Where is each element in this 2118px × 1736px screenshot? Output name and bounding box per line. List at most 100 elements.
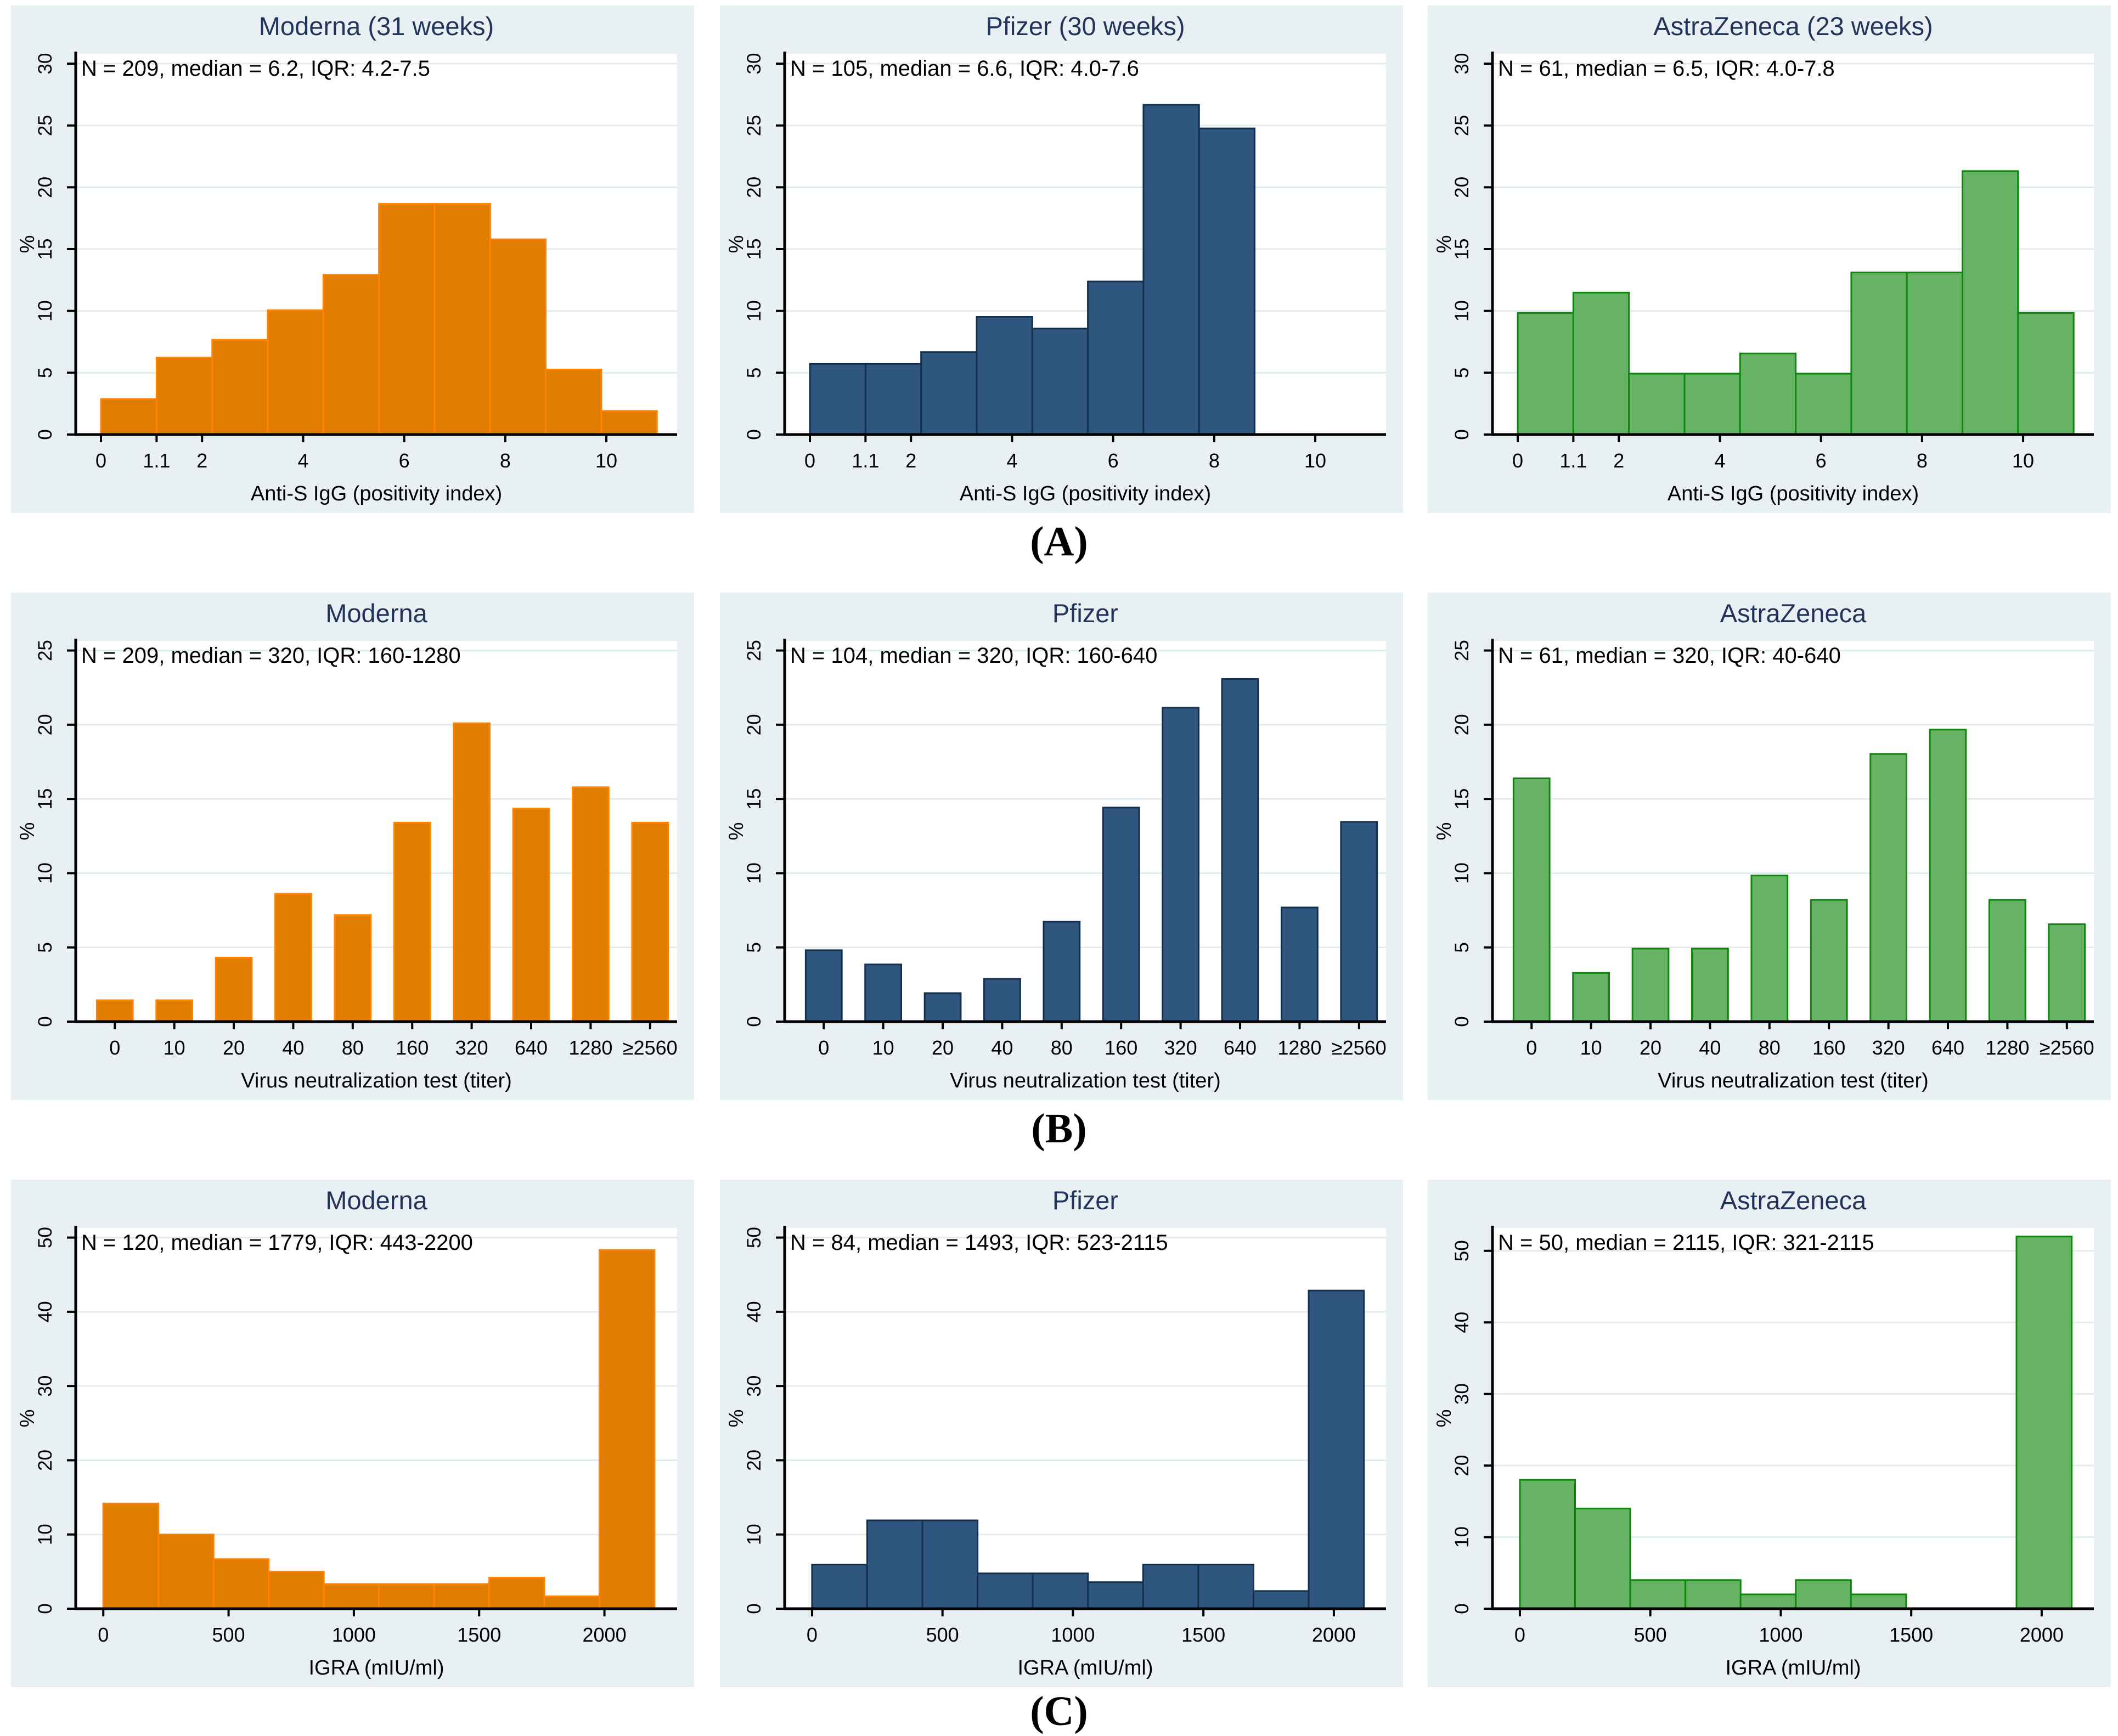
y-tick-label: 25 <box>743 115 765 136</box>
x-tick-label: 1.1 <box>143 449 170 472</box>
bar <box>488 1577 545 1610</box>
x-axis-title: IGRA (mIU/ml) <box>1726 1656 1861 1679</box>
bar <box>864 963 903 1023</box>
x-tick-label: 500 <box>212 1624 245 1646</box>
bar <box>923 992 962 1023</box>
x-tick-label: 1500 <box>457 1624 501 1646</box>
y-tick-label: 10 <box>1451 1526 1473 1548</box>
x-tick-label: 4 <box>1006 449 1017 472</box>
x-tick-label: 640 <box>1224 1036 1257 1059</box>
chart-c-astrazeneca: 0 500 1000 1500 2000 0 10 20 30 40 50 AstraZeneca N … <box>1428 1180 2111 1687</box>
x-tick-label: 1000 <box>1759 1624 1802 1646</box>
x-tick-label: 10 <box>595 449 617 472</box>
y-tick-label: 0 <box>743 1016 765 1027</box>
x-axis-title: Anti-S IgG (positivity index) <box>960 482 1211 505</box>
x-tick-label: 2 <box>196 449 207 472</box>
x-tick-label: 6 <box>1816 449 1827 472</box>
bar <box>1512 777 1551 1023</box>
x-tick-label: 640 <box>1931 1036 1964 1059</box>
stats-text: N = 50, median = 2115, IQR: 321-2115 <box>1498 1231 1874 1255</box>
y-tick-label: 0 <box>1451 1016 1473 1027</box>
panel-title: Pfizer (30 weeks) <box>985 12 1185 41</box>
bar <box>983 978 1021 1023</box>
y-tick-label: 10 <box>743 300 765 322</box>
y-tick-label: 20 <box>1451 1455 1473 1476</box>
bar <box>323 1583 380 1610</box>
x-tick-label: 4 <box>1714 449 1725 472</box>
y-tick-label: 30 <box>743 1376 765 1397</box>
bar <box>433 1583 490 1610</box>
x-tick-label: 10 <box>872 1036 894 1059</box>
bar <box>212 1558 270 1610</box>
y-tick-label: 50 <box>35 1227 56 1248</box>
bar <box>1683 373 1741 436</box>
y-tick-label: 20 <box>35 714 56 735</box>
bar <box>1308 1289 1365 1610</box>
y-tick-label: 40 <box>743 1301 765 1322</box>
x-tick-label: 40 <box>991 1036 1013 1059</box>
bar <box>1750 875 1789 1023</box>
chart-a-pfizer: 0 1.1 2 4 6 8 10 0 5 10 15 20 25 30 Pfizer (30 weeks) N… <box>720 5 1403 513</box>
x-axis-title: Virus neutralization test (titer) <box>950 1069 1221 1092</box>
stats-text: N = 84, median = 1493, IQR: 523-2115 <box>790 1231 1168 1255</box>
bar <box>334 914 372 1023</box>
bar <box>1906 272 1964 436</box>
stats-text: N = 105, median = 6.6, IQR: 4.0-7.6 <box>790 57 1139 81</box>
y-axis-title: % <box>16 1410 38 1428</box>
y-tick-label: 50 <box>1451 1240 1473 1261</box>
bar <box>1031 328 1089 436</box>
bar <box>1691 948 1729 1023</box>
stats-text: N = 209, median = 6.2, IQR: 4.2-7.5 <box>81 57 430 81</box>
x-tick-label: 1.1 <box>852 449 879 472</box>
y-tick-label: 15 <box>35 239 56 260</box>
bar <box>2015 1236 2073 1610</box>
y-tick-label: 30 <box>1451 1383 1473 1405</box>
x-tick-label: 10 <box>2012 449 2034 472</box>
y-tick-label: 25 <box>743 640 765 661</box>
bar <box>809 363 866 436</box>
bar <box>155 999 194 1023</box>
x-tick-label: 160 <box>1812 1036 1845 1059</box>
bar <box>1989 899 2026 1023</box>
row-label-a: (A) <box>1030 518 1088 565</box>
x-tick-label: 2000 <box>1312 1624 1356 1646</box>
x-tick-label: 2000 <box>2020 1624 2064 1646</box>
bar <box>1739 352 1797 436</box>
panel-b-moderna: 0 10 20 40 80 160 320 640 1280 ≥2560 0 5 10 15 20 25 Mod… <box>11 593 694 1100</box>
bar <box>378 203 436 436</box>
y-tick-label: 20 <box>35 1450 56 1471</box>
chart-b-moderna: 0 10 20 40 80 160 320 640 1280 ≥2560 0 5 10 15 20 25 Mod… <box>11 593 694 1100</box>
panel-a-astrazeneca: 0 1.1 2 4 6 8 10 0 5 10 15 20 25 30 AstraZeneca (23 we… <box>1428 5 2111 513</box>
stats-text: N = 209, median = 320, IQR: 160-1280 <box>81 644 461 668</box>
y-tick-label: 50 <box>743 1227 765 1248</box>
y-tick-label: 25 <box>1451 640 1473 661</box>
y-tick-label: 20 <box>1451 177 1473 198</box>
chart-a-astrazeneca: 0 1.1 2 4 6 8 10 0 5 10 15 20 25 30 AstraZeneca (23 we… <box>1428 5 2111 513</box>
panel-title: AstraZeneca (23 weeks) <box>1653 12 1933 41</box>
stats-text: N = 61, median = 320, IQR: 40-640 <box>1498 644 1841 668</box>
x-tick-label: 40 <box>282 1036 304 1059</box>
y-tick-label: 10 <box>35 300 56 322</box>
y-axis-title: % <box>725 1410 747 1428</box>
y-tick-label: 15 <box>1451 788 1473 810</box>
y-tick-label: 0 <box>35 429 56 439</box>
y-tick-label: 10 <box>1451 863 1473 884</box>
x-tick-label: 40 <box>1699 1036 1721 1059</box>
panel-title: Moderna <box>325 1186 427 1215</box>
x-tick-label: 320 <box>455 1036 488 1059</box>
x-tick-label: 1000 <box>1051 1624 1095 1646</box>
y-tick-label: 10 <box>743 863 765 884</box>
x-tick-label: 8 <box>1209 449 1220 472</box>
x-tick-label: 80 <box>1051 1036 1073 1059</box>
bar <box>2017 312 2075 436</box>
bar <box>1252 1590 1310 1610</box>
y-axis-title: % <box>1433 822 1455 841</box>
chart-c-pfizer: 0 500 1000 1500 2000 0 10 20 30 40 50 Pfizer N = 84,… <box>720 1180 1403 1687</box>
x-tick-label: 20 <box>932 1036 954 1059</box>
panel-c-moderna: 0 500 1000 1500 2000 0 10 20 30 40 50 Moderna N = 12… <box>11 1180 694 1687</box>
x-tick-label: 2000 <box>583 1624 627 1646</box>
y-axis-title: % <box>725 235 747 253</box>
x-tick-label: ≥2560 <box>1332 1036 1387 1059</box>
bar <box>545 368 602 436</box>
bar <box>1574 1507 1631 1610</box>
